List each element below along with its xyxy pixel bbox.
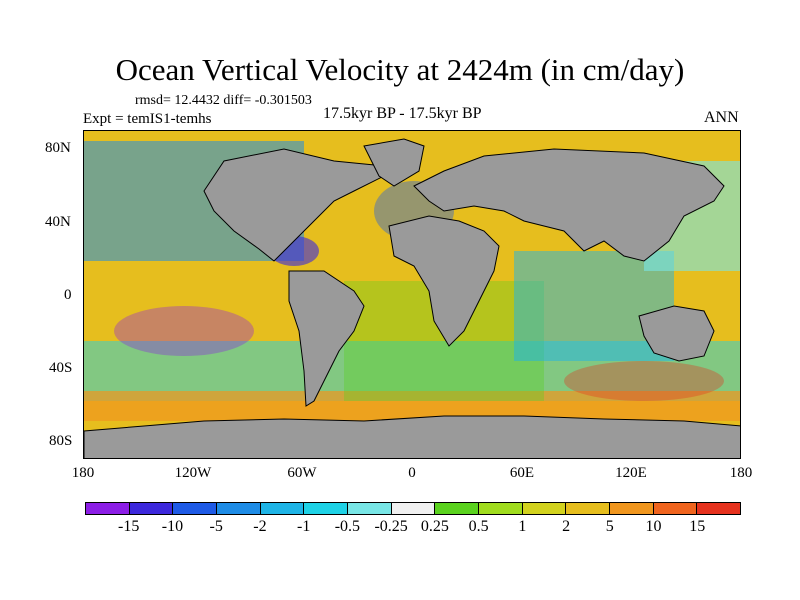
colorbar-swatch <box>86 503 130 514</box>
colorbar-swatch <box>479 503 523 514</box>
antarctica <box>84 415 740 458</box>
north-america <box>203 148 385 262</box>
lat-label-40n: 40N <box>45 214 71 230</box>
colorbar-label: 2 <box>562 518 571 535</box>
experiment-label: Expt = temIS1-temhs <box>83 111 212 127</box>
period-label: 17.5kyr BP - 17.5kyr BP <box>323 105 482 122</box>
colorbar-swatch <box>260 503 305 514</box>
greenland <box>363 138 425 187</box>
colorbar-swatch <box>391 503 436 514</box>
colorbar-swatch <box>610 503 654 514</box>
lon-label-180w: 180 <box>71 465 95 481</box>
south-america <box>288 270 365 407</box>
colorbar-label: -1 <box>296 518 311 535</box>
lat-label-80n: 80N <box>45 140 71 156</box>
land-masses <box>84 138 740 458</box>
colorbar-swatch <box>217 503 261 514</box>
colorbar-swatch <box>566 503 611 514</box>
colorbar-label: -5 <box>209 518 223 535</box>
colorbar-label: -0.5 <box>334 518 361 535</box>
colorbar-swatch <box>304 503 349 514</box>
colorbar-swatch <box>348 503 392 514</box>
australia <box>638 305 715 362</box>
lon-label-60w: 60W <box>287 465 317 481</box>
colorbar-label: 0.5 <box>468 518 489 535</box>
colorbar-swatch <box>435 503 480 514</box>
season-label: ANN <box>704 109 739 126</box>
colorbar-label: -2 <box>253 518 267 535</box>
map-title: Ocean Vertical Velocity at 2424m (in cm/… <box>115 52 685 87</box>
eurasia <box>413 148 725 262</box>
colorbar-swatch <box>173 503 218 514</box>
colorbar-label: 0.25 <box>420 518 449 535</box>
colorbar-label: -15 <box>118 518 140 535</box>
lat-label-40s: 40S <box>49 360 73 376</box>
ocean-velocity-map <box>83 130 741 459</box>
map-svg <box>84 131 740 458</box>
colorbar-label: 5 <box>605 518 614 535</box>
colorbar-swatch <box>522 503 567 514</box>
colorbar-label: 10 <box>645 518 662 535</box>
colorbar-label: -10 <box>161 518 184 535</box>
lon-label-0: 0 <box>408 465 416 481</box>
rmsd-diff-stats: rmsd= 12.4432 diff= -0.301503 <box>135 93 312 108</box>
colorbar-label: 1 <box>518 518 527 535</box>
lat-label-80s: 80S <box>49 433 73 449</box>
colorbar-swatch <box>653 503 698 514</box>
lon-label-120w: 120W <box>174 465 212 481</box>
lon-label-180e: 180 <box>729 465 753 481</box>
colorbar-label: -0.25 <box>374 518 408 535</box>
africa <box>388 215 500 347</box>
lon-label-120e: 120E <box>615 465 647 481</box>
colorbar <box>85 502 741 515</box>
colorbar-label: 15 <box>689 518 706 535</box>
lon-label-60e: 60E <box>509 465 535 481</box>
colorbar-swatch <box>129 503 174 514</box>
colorbar-swatch <box>697 503 741 514</box>
lat-label-0: 0 <box>64 287 72 303</box>
